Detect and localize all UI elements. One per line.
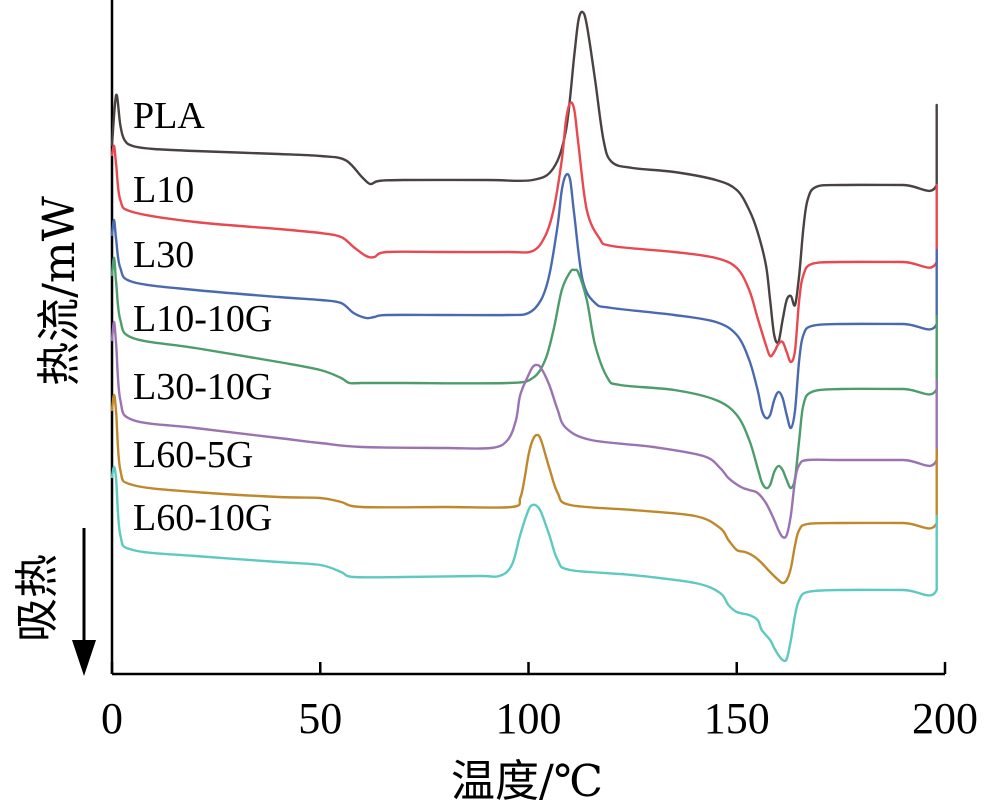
x-tick-label: 100 xyxy=(496,694,562,743)
series-line-l60-5g xyxy=(110,393,938,585)
x-ticks: 0 50 100 150 200 xyxy=(101,662,978,743)
x-tick-label: 200 xyxy=(912,694,978,743)
endo-label: 吸热 xyxy=(12,554,63,642)
series-line-l60-10g xyxy=(110,465,938,663)
series-labels: PLA L10 L30 L10-10G L30-10G L60-5G L60-10G xyxy=(133,95,272,539)
series-line-l30 xyxy=(110,172,938,430)
x-tick-label: 0 xyxy=(101,694,123,743)
series-label-pla: PLA xyxy=(133,95,205,137)
series-line-pla xyxy=(110,10,938,345)
x-tick-label: 50 xyxy=(298,694,342,743)
series-label-l10-10g: L10-10G xyxy=(133,298,272,340)
y-axis-title: 热流/mW xyxy=(34,195,85,386)
series-label-l30-10g: L30-10G xyxy=(133,366,272,408)
series-label-l60-10g: L60-10G xyxy=(133,497,272,539)
series-label-l60-5g: L60-5G xyxy=(133,434,253,476)
series-line-l10-10g xyxy=(110,256,938,490)
series-label-l10: L10 xyxy=(133,169,194,211)
series-label-l30: L30 xyxy=(133,234,194,276)
series-line-l10 xyxy=(110,101,938,364)
endo-arrow-icon xyxy=(72,528,96,676)
series-curves xyxy=(110,10,938,663)
series-line-l30-10g xyxy=(110,320,938,539)
x-axis-title: 温度/℃ xyxy=(451,756,603,807)
x-tick-label: 150 xyxy=(704,694,770,743)
